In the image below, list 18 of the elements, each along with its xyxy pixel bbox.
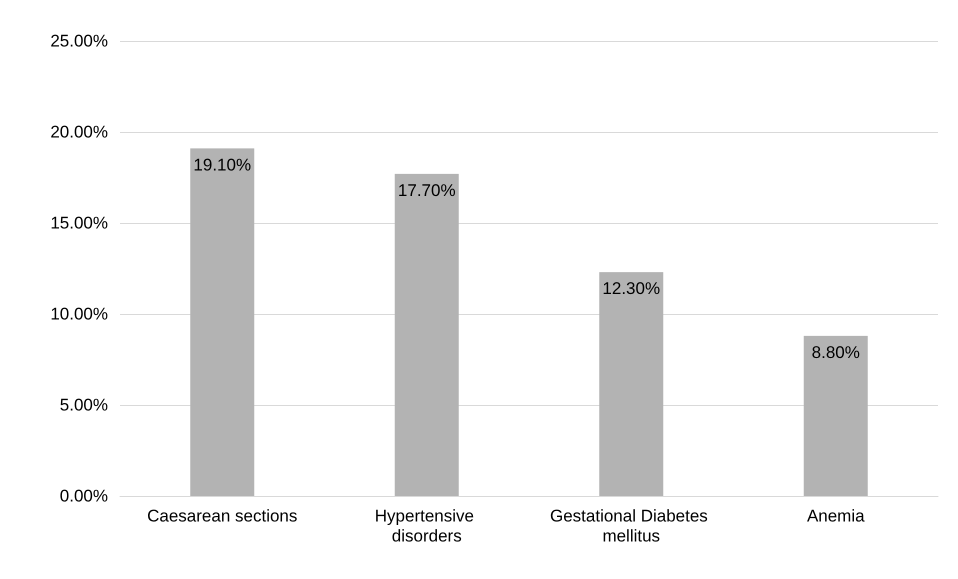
y-tick-label: 15.00% — [50, 214, 108, 232]
bar — [599, 272, 664, 496]
data-label: 8.80% — [812, 342, 860, 362]
bar — [190, 148, 254, 496]
x-tick-label: Anemia — [806, 506, 866, 526]
x-tick-label: Hypertensive disorders — [374, 506, 479, 546]
x-tick-label: Gestational Diabetes mellitus — [550, 506, 713, 546]
data-label: 12.30% — [602, 279, 660, 298]
data-label: 19.10% — [193, 155, 252, 174]
y-tick-label: 0.00% — [60, 486, 108, 506]
y-tick-label: 20.00% — [50, 122, 108, 142]
y-tick-label: 10.00% — [50, 304, 108, 324]
x-tick-label: Caesarean sections — [147, 506, 298, 526]
bar — [804, 336, 868, 496]
y-tick-label: 5.00% — [60, 396, 108, 414]
bar — [394, 174, 459, 496]
y-tick-label: 25.00% — [50, 32, 108, 50]
data-label: 17.70% — [398, 180, 456, 200]
